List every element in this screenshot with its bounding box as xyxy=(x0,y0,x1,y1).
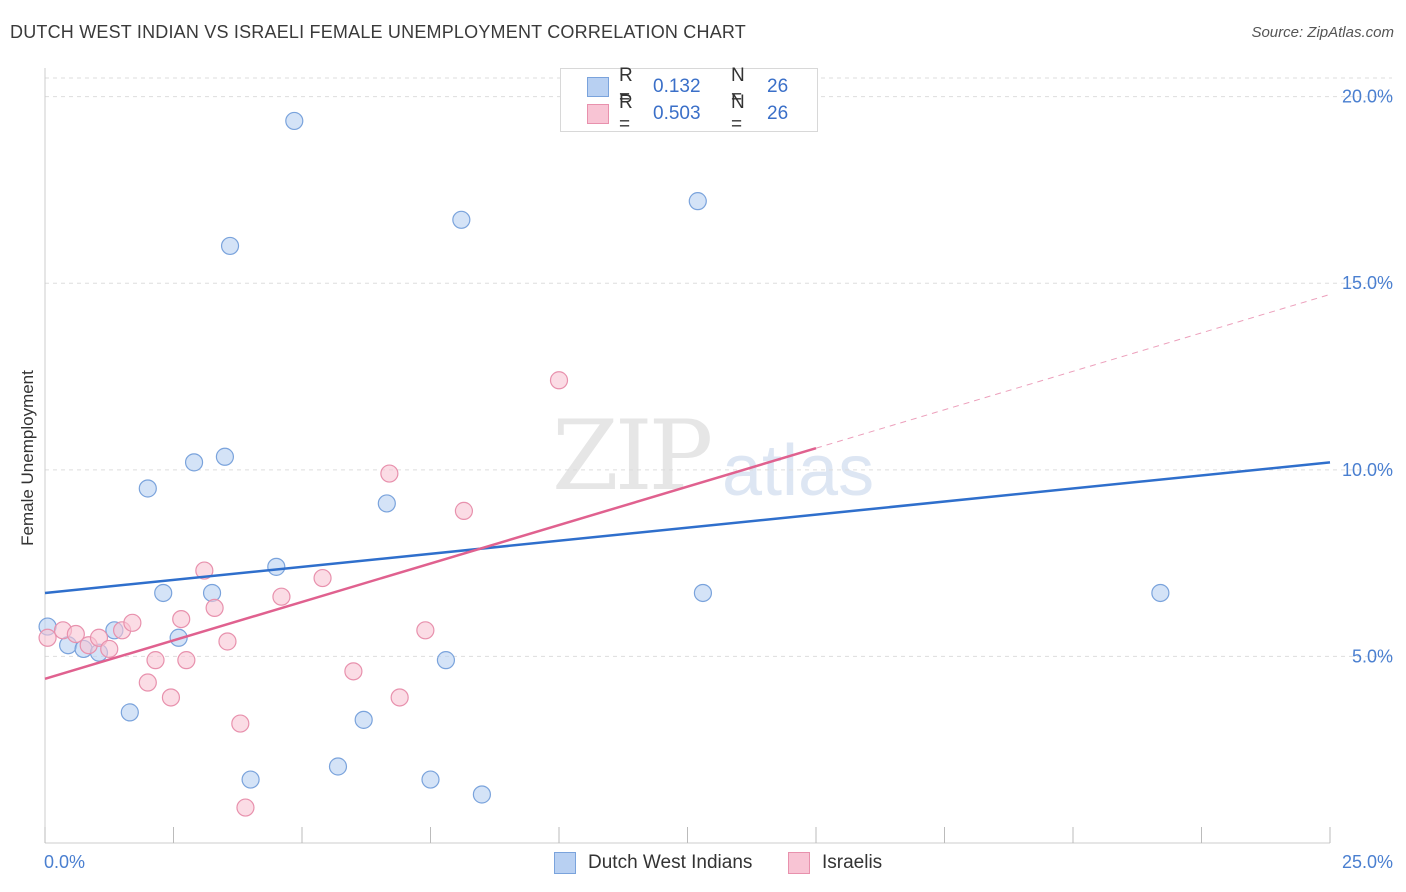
israelis-point xyxy=(380,464,399,483)
y-tick-label: 5.0% xyxy=(1352,646,1393,666)
israelis-point xyxy=(416,621,435,640)
pink-swatch xyxy=(788,852,810,874)
legend-label: Dutch West Indians xyxy=(588,852,753,873)
dutch-west-indians-point xyxy=(693,583,713,603)
israelis-point xyxy=(161,688,181,707)
israelis-point xyxy=(549,371,569,390)
dutch-west-indians-point xyxy=(452,210,471,229)
israelis-trend-extension xyxy=(815,293,1331,449)
r-label: R = xyxy=(619,92,633,135)
israelis-point xyxy=(390,688,409,707)
dutch-west-indians-point xyxy=(220,236,240,256)
israelis-point xyxy=(231,714,250,733)
dutch-west-indians-point xyxy=(421,770,440,789)
dutch-west-indians-point xyxy=(688,192,707,211)
dutch-west-indians-point xyxy=(1151,583,1170,603)
dutch-west-indians-point xyxy=(328,757,348,776)
x-tick-label: 0.0% xyxy=(44,852,85,872)
r-value: 0.503 xyxy=(653,103,701,124)
israelis-point xyxy=(177,651,196,670)
israelis-point xyxy=(138,673,157,692)
dutch-west-indians-point xyxy=(354,710,373,729)
x-tick-label: 25.0% xyxy=(1342,852,1393,872)
y-tick-label: 10.0% xyxy=(1342,460,1393,480)
dutch-west-indians-point xyxy=(120,703,139,722)
watermark-atlas: atlas xyxy=(722,431,875,511)
n-label: N = xyxy=(731,65,745,108)
legend-item-dutch-west-indians[interactable]: Dutch West Indians xyxy=(554,852,752,874)
watermark-zip: ZIP xyxy=(552,400,713,512)
israelis-point xyxy=(205,598,224,618)
legend-item-israelis[interactable]: Israelis xyxy=(788,852,882,874)
dutch-west-indians-point xyxy=(154,583,173,603)
dutch-west-indians-point xyxy=(267,557,286,576)
israelis-point xyxy=(66,624,85,644)
dutch-west-indians-point xyxy=(377,494,396,513)
israelis-point xyxy=(123,613,142,632)
dutch-west-indians-point xyxy=(184,453,204,472)
blue-swatch xyxy=(587,77,609,97)
blue-swatch xyxy=(554,852,576,874)
israelis-point xyxy=(195,561,214,580)
dutch-west-indians-point xyxy=(138,479,157,498)
israelis-point xyxy=(344,662,363,681)
israelis-point xyxy=(100,639,119,659)
israelis-trend-line xyxy=(44,446,817,681)
israelis-point xyxy=(218,632,237,651)
israelis-point xyxy=(454,501,474,520)
dutch-west-indians-point xyxy=(436,651,456,670)
israelis-point xyxy=(272,587,291,606)
israelis-point xyxy=(313,568,332,588)
pink-swatch xyxy=(587,104,609,124)
dutch-west-indians-point xyxy=(202,583,222,603)
chart-title: DUTCH WEST INDIAN VS ISRAELI FEMALE UNEM… xyxy=(10,22,746,42)
n-value: 26 xyxy=(767,103,789,124)
israelis-point xyxy=(172,609,191,629)
n-value: 26 xyxy=(767,76,789,97)
israelis-point xyxy=(38,628,57,647)
israelis-point xyxy=(89,628,109,647)
dutch-west-indians-point xyxy=(285,111,304,131)
dutch-west-indians-trend-line xyxy=(44,461,1331,595)
r-label: R = xyxy=(619,65,633,108)
dutch-west-indians-point xyxy=(241,770,260,789)
legend-label: Israelis xyxy=(822,852,883,873)
dutch-west-indians-point xyxy=(215,447,234,466)
stats-legend: R = 0.132 N = 26 R = 0.503 N = 26 xyxy=(560,65,818,135)
israelis-point xyxy=(236,798,255,817)
israelis-point xyxy=(146,651,165,670)
series-legend: Dutch West Indians Israelis xyxy=(0,852,1406,878)
n-label: N = xyxy=(731,92,745,135)
source-credit: Source: ZipAtlas.com xyxy=(1251,24,1394,41)
y-tick-label: 20.0% xyxy=(1342,87,1393,107)
dutch-west-indians-point xyxy=(472,785,491,804)
y-tick-label: 15.0% xyxy=(1342,273,1393,293)
r-value: 0.132 xyxy=(653,76,701,97)
